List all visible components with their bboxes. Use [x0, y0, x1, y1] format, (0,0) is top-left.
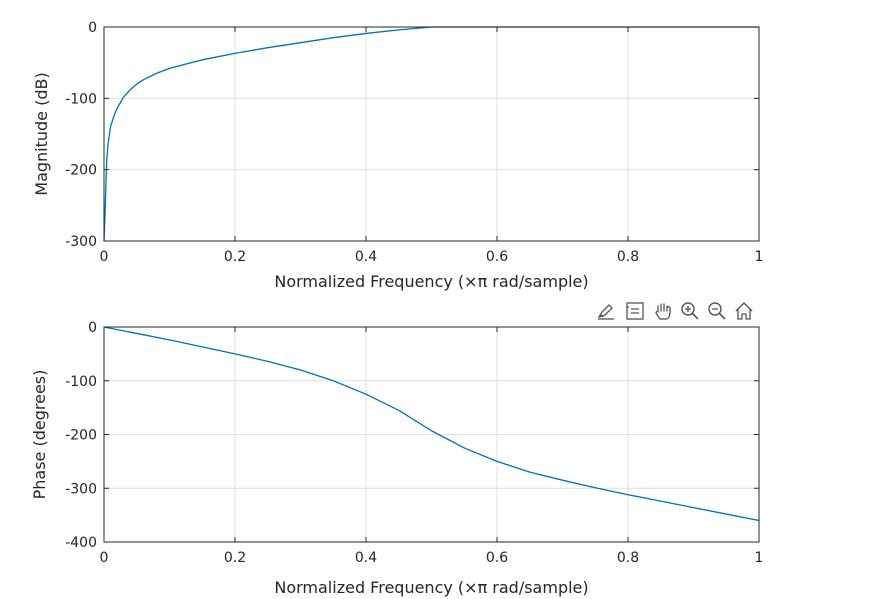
phase-y-tick-label: -200	[65, 428, 97, 444]
phase-x-axis-label: Normalized Frequency (×π rad/sample)	[274, 578, 588, 597]
magnitude-x-tick-label: 0.8	[617, 249, 639, 265]
magnitude-x-tick-label: 0	[100, 249, 109, 265]
home-icon[interactable]	[733, 300, 755, 322]
brush-icon[interactable]	[595, 300, 617, 322]
pan-hand-icon[interactable]	[652, 300, 674, 322]
magnitude-y-tick-label: -100	[65, 91, 97, 107]
magnitude-plot-area	[104, 27, 759, 241]
magnitude-x-axis-label: Normalized Frequency (×π rad/sample)	[274, 272, 588, 291]
magnitude-axes: 0 0.2 0.4 0.6 0.8 1 0 -100 -200 -300 Normalized Fr…	[32, 20, 763, 291]
phase-y-tick-label: 0	[88, 320, 97, 336]
phase-x-tick-label: 0	[100, 550, 109, 566]
phase-x-tick-label: 0.4	[355, 550, 377, 566]
magnitude-y-tick-label: -200	[65, 163, 97, 179]
zoom-in-icon[interactable]	[679, 300, 701, 322]
phase-x-tick-label: 1	[755, 550, 764, 566]
magnitude-x-tick-label: 0.4	[355, 249, 377, 265]
phase-y-tick-label: -300	[65, 481, 97, 497]
phase-y-tick-label: -100	[65, 374, 97, 390]
magnitude-x-tick-label: 0.6	[486, 249, 508, 265]
phase-axes: 0 0.2 0.4 0.6 0.8 1 0 -100 -200 -300 -400 Normalize…	[30, 320, 763, 597]
magnitude-y-tick-label: 0	[88, 20, 97, 36]
magnitude-y-tick-label: -300	[65, 234, 97, 250]
magnitude-x-tick-label: 1	[755, 249, 764, 265]
phase-y-tick-label: -400	[65, 535, 97, 551]
phase-series-line	[103, 326, 760, 522]
legend-icon[interactable]	[624, 300, 646, 322]
phase-x-tick-label: 0.8	[617, 550, 639, 566]
magnitude-axes-box	[103, 26, 760, 242]
phase-x-tick-label: 0.2	[224, 550, 246, 566]
magnitude-y-axis-label: Magnitude (dB)	[32, 72, 51, 195]
phase-x-tick-label: 0.6	[486, 550, 508, 566]
magnitude-x-tick-label: 0.2	[224, 249, 246, 265]
phase-y-axis-label: Phase (degrees)	[30, 370, 49, 500]
zoom-out-icon[interactable]	[706, 300, 728, 322]
